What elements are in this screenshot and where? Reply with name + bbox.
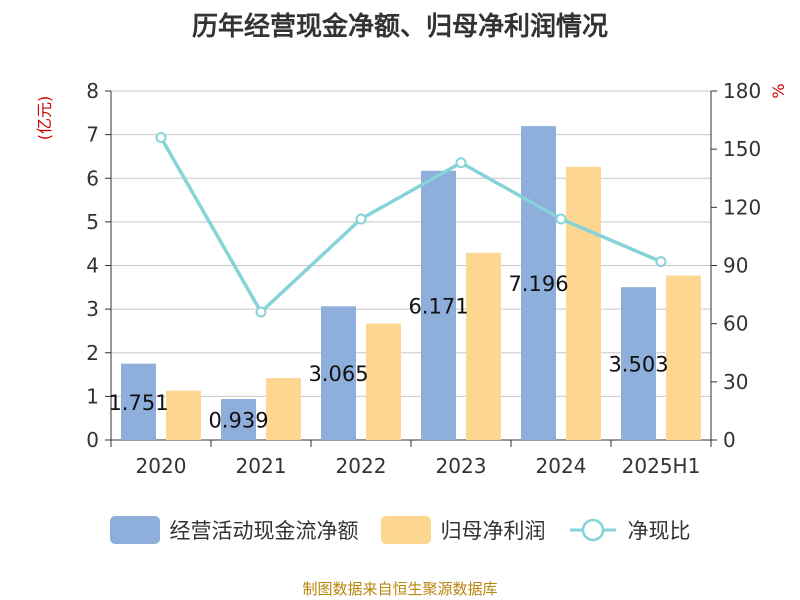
y2-tick-label: 180 bbox=[723, 79, 761, 103]
y2-tick-label: 150 bbox=[723, 137, 761, 161]
legend-swatch-profit bbox=[380, 516, 431, 544]
legend-line-marker-icon bbox=[569, 518, 616, 542]
line-ratio bbox=[159, 136, 662, 314]
data-label-cashflow: 6.171 bbox=[408, 294, 468, 318]
legend-label-profit: 归母净利润 bbox=[440, 519, 546, 543]
y2-tick-label: 90 bbox=[723, 254, 748, 278]
x-tick-label: 2023 bbox=[436, 454, 487, 478]
x-tick-label: 2020 bbox=[136, 454, 187, 478]
chart-title: 历年经营现金净额、归母净利润情况 bbox=[191, 12, 608, 42]
y-tick-label: 4 bbox=[86, 254, 99, 278]
y-tick-label: 0 bbox=[86, 428, 99, 452]
x-tick-label: 2022 bbox=[336, 454, 387, 478]
x-tick-label: 2021 bbox=[236, 454, 287, 478]
legend-label-ratio: 净现比 bbox=[627, 519, 691, 543]
bar-cashflow bbox=[621, 287, 656, 440]
bar-cashflow bbox=[421, 170, 456, 440]
data-label-cashflow: 3.503 bbox=[608, 353, 668, 377]
point-ratio bbox=[255, 306, 267, 318]
bar-profit bbox=[166, 390, 201, 440]
y-tick-label: 6 bbox=[86, 166, 99, 190]
y2-tick-label: 0 bbox=[723, 428, 736, 452]
y-axis-unit-label: (亿元) bbox=[35, 96, 54, 141]
point-ratio bbox=[555, 213, 567, 225]
legend-item-ratio[interactable]: 净现比 bbox=[568, 515, 691, 545]
bar-cashflow bbox=[221, 399, 256, 440]
point-ratio bbox=[655, 256, 667, 268]
bar-profit bbox=[666, 275, 701, 440]
legend: 经营活动现金流净额 归母净利润 净现比 bbox=[0, 515, 800, 545]
bar-profit bbox=[366, 323, 401, 440]
bar-profit bbox=[466, 252, 501, 440]
y-tick-label: 1 bbox=[86, 384, 99, 408]
x-tick-label: 2024 bbox=[536, 454, 587, 478]
y-tick-label: 8 bbox=[86, 79, 99, 103]
y2-tick-label: 60 bbox=[723, 312, 748, 336]
data-label-cashflow: 3.065 bbox=[308, 362, 368, 386]
bar-profit bbox=[266, 378, 301, 440]
legend-swatch-cashflow bbox=[109, 516, 160, 544]
x-tick-label: 2025H1 bbox=[622, 454, 701, 478]
point-ratio bbox=[155, 132, 167, 144]
y-tick-label: 7 bbox=[86, 123, 99, 147]
y2-axis-unit-label: % bbox=[769, 83, 788, 98]
legend-item-profit[interactable]: 归母净利润 bbox=[380, 515, 546, 545]
data-label-cashflow: 7.196 bbox=[508, 272, 568, 296]
source-note: 制图数据来自恒生聚源数据库 bbox=[302, 580, 498, 598]
point-ratio bbox=[455, 157, 467, 169]
y-tick-label: 2 bbox=[86, 341, 99, 365]
y-tick-label: 5 bbox=[86, 210, 99, 234]
legend-item-cashflow[interactable]: 经营活动现金流净额 bbox=[109, 515, 359, 545]
data-label-cashflow: 0.939 bbox=[208, 409, 268, 433]
y-tick-label: 3 bbox=[86, 297, 99, 321]
bar-cashflow bbox=[521, 126, 556, 441]
legend-label-cashflow: 经营活动现金流净额 bbox=[169, 519, 359, 543]
bar-profit bbox=[566, 166, 601, 440]
y2-tick-label: 30 bbox=[723, 370, 748, 394]
y2-tick-label: 120 bbox=[723, 195, 761, 219]
point-ratio bbox=[355, 213, 367, 225]
bar-cashflow bbox=[321, 306, 356, 440]
data-label-cashflow: 1.751 bbox=[108, 391, 168, 415]
bar-cashflow bbox=[121, 363, 156, 440]
